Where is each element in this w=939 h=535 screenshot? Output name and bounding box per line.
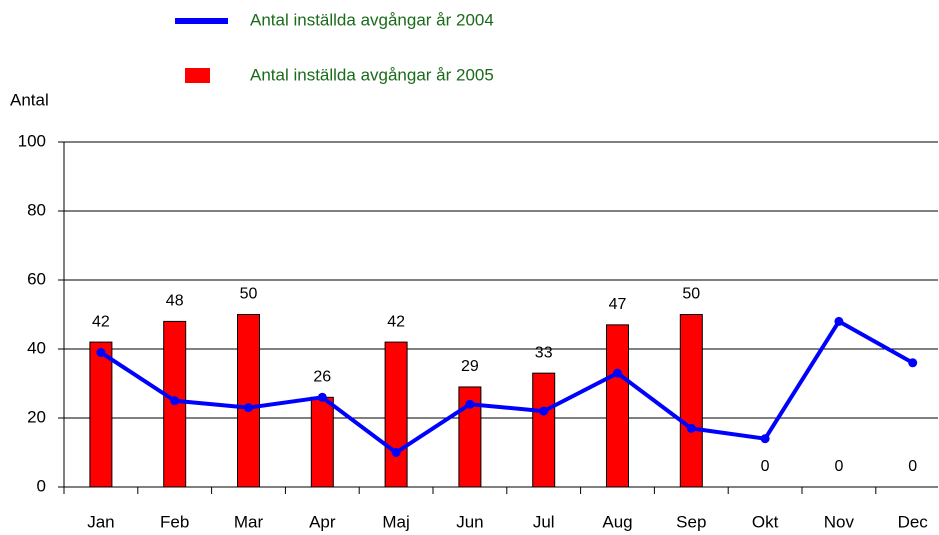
bar	[384, 341, 408, 488]
x-tick-label: Sep	[676, 512, 706, 531]
data-label: 42	[92, 313, 110, 330]
data-label: 33	[535, 344, 553, 361]
y-tick-label: 60	[27, 269, 46, 288]
bar	[310, 396, 334, 488]
line-point	[686, 423, 696, 433]
bar	[679, 314, 703, 488]
y-tick-label: 100	[18, 131, 46, 150]
data-label: 29	[461, 358, 479, 375]
x-tick-label: Feb	[160, 512, 189, 531]
x-tick-label: Jul	[533, 512, 555, 531]
line-point	[760, 434, 770, 444]
data-label: 0	[761, 458, 770, 475]
y-tick-label: 0	[37, 476, 46, 495]
bar	[532, 372, 556, 488]
bar	[237, 314, 260, 488]
x-tick-label: Maj	[382, 512, 409, 531]
legend-label: Antal inställda avgångar år 2004	[250, 10, 494, 29]
legend-label: Antal inställda avgångar år 2005	[250, 65, 494, 84]
data-label: 47	[609, 296, 627, 313]
data-label: 48	[166, 293, 184, 310]
x-tick-label: Okt	[752, 512, 779, 531]
bar	[606, 324, 629, 488]
line-point	[834, 316, 844, 326]
line-point	[317, 392, 327, 402]
line-point	[539, 406, 549, 416]
line-point	[96, 347, 106, 357]
line-point	[170, 396, 180, 406]
x-tick-label: Jan	[87, 512, 114, 531]
line-point	[613, 368, 622, 378]
x-tick-label: Dec	[898, 512, 929, 531]
y-tick-label: 80	[27, 200, 46, 219]
y-tick-label: 20	[27, 407, 46, 426]
data-label: 50	[240, 286, 258, 303]
x-tick-label: Aug	[602, 512, 632, 531]
legend-swatch	[185, 68, 210, 83]
line	[99, 319, 914, 455]
x-tick-label: Jun	[456, 512, 483, 531]
data-label: 50	[682, 286, 700, 303]
legend-swatch	[175, 18, 228, 24]
data-label: 26	[313, 369, 331, 386]
x-tick-label: Nov	[824, 512, 855, 531]
line-point	[465, 399, 475, 409]
line-point	[244, 403, 253, 413]
data-label: 0	[908, 458, 917, 475]
y-tick-label: 40	[27, 338, 46, 357]
data-label: 42	[387, 313, 405, 330]
y-axis-label: Antal	[10, 90, 49, 109]
line-point	[908, 358, 918, 368]
bar	[89, 341, 113, 488]
line-point	[391, 448, 401, 457]
x-tick-label: Mar	[234, 512, 264, 531]
x-tick-label: Apr	[309, 512, 336, 531]
data-label: 0	[834, 458, 843, 475]
